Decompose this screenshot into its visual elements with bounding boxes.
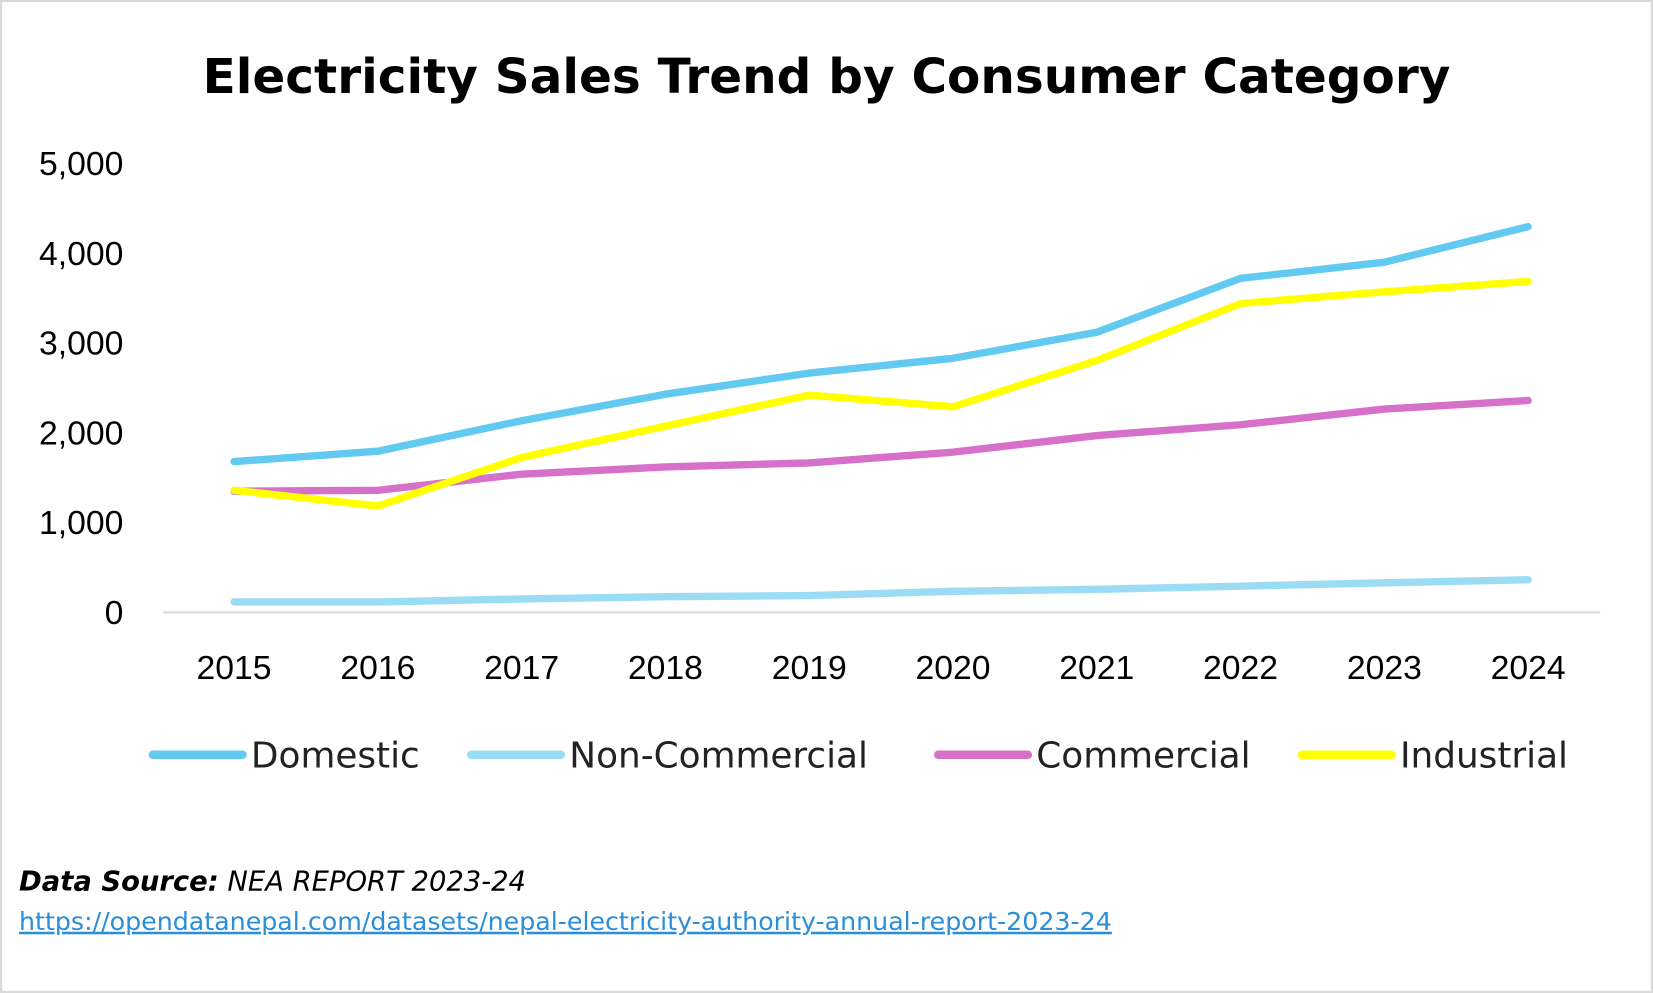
legend: Domestic Non-Commercial Commercial Industri… bbox=[148, 735, 1568, 776]
legend-item[interactable]: Non-Commercial bbox=[467, 735, 868, 776]
y-tick-label: 5,000 bbox=[39, 145, 123, 183]
y-tick-label: 0 bbox=[105, 594, 124, 632]
chart-title: Electricity Sales Trend by Consumer Cate… bbox=[203, 49, 1451, 105]
legend-item[interactable]: Commercial bbox=[934, 735, 1251, 776]
x-axis: 2015 2016 2017 2018 2019 2020 2021 2022 2023 2024 bbox=[197, 649, 1566, 687]
legend-item[interactable]: Domestic bbox=[148, 735, 420, 776]
y-axis: 0 1,000 2,000 3,000 4,000 5,000 bbox=[39, 145, 123, 632]
source-label: Data Source: bbox=[19, 867, 219, 898]
data-source: Data Source: NEA REPORT 2023-24 bbox=[19, 867, 526, 898]
series-line-industrial bbox=[230, 277, 1532, 510]
legend-item[interactable]: Industrial bbox=[1297, 735, 1568, 776]
x-tick-label: 2023 bbox=[1347, 649, 1422, 687]
series-line-non-commercial bbox=[230, 576, 1532, 606]
x-tick-label: 2016 bbox=[340, 649, 415, 687]
plot-area bbox=[230, 223, 1532, 606]
source-link[interactable]: https://opendatanepal.com/datasets/nepal… bbox=[19, 907, 1112, 936]
x-tick-label: 2021 bbox=[1059, 649, 1134, 687]
x-tick-label: 2024 bbox=[1491, 649, 1566, 687]
x-tick-label: 2019 bbox=[772, 649, 847, 687]
y-tick-label: 3,000 bbox=[39, 325, 123, 363]
x-tick-label: 2018 bbox=[628, 649, 703, 687]
y-tick-label: 4,000 bbox=[39, 235, 123, 273]
y-tick-label: 1,000 bbox=[39, 504, 123, 542]
legend-label: Domestic bbox=[251, 735, 420, 776]
y-tick-label: 2,000 bbox=[39, 414, 123, 452]
legend-label: Commercial bbox=[1036, 735, 1250, 776]
source-value: NEA REPORT 2023-24 bbox=[227, 867, 526, 898]
x-tick-label: 2015 bbox=[197, 649, 272, 687]
x-tick-label: 2020 bbox=[915, 649, 990, 687]
legend-label: Non-Commercial bbox=[569, 735, 868, 776]
series-line-domestic bbox=[230, 223, 1532, 466]
x-tick-label: 2022 bbox=[1203, 649, 1278, 687]
legend-label: Industrial bbox=[1400, 735, 1568, 776]
x-tick-label: 2017 bbox=[484, 649, 559, 687]
